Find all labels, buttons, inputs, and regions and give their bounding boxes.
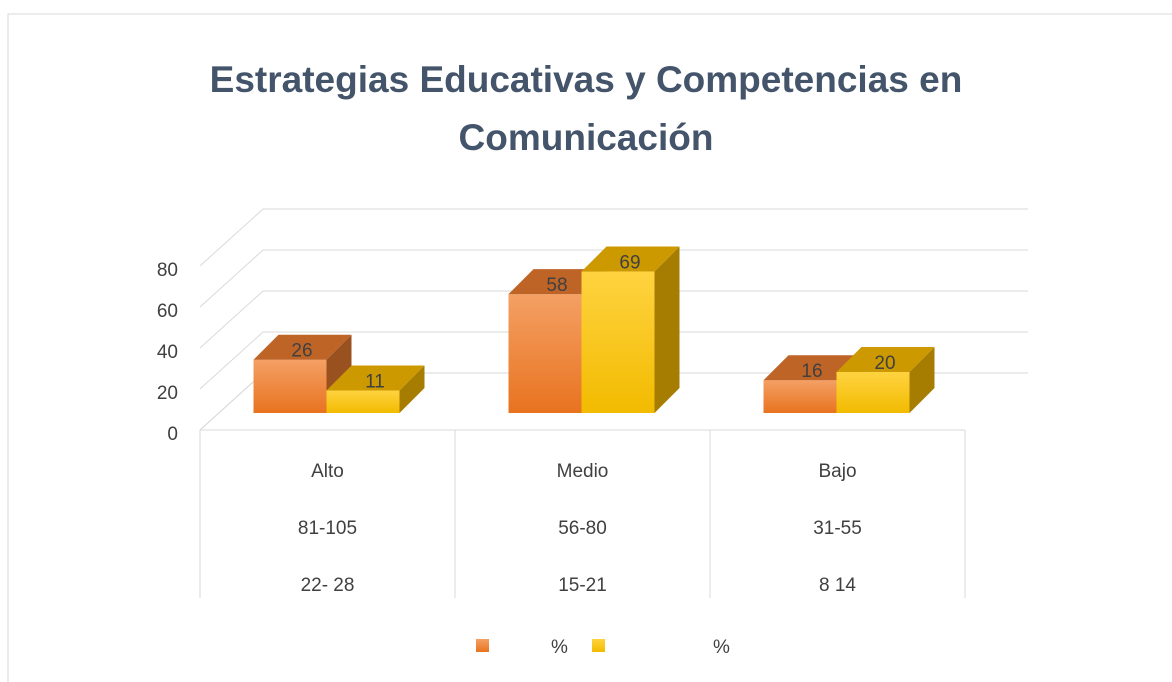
x-tick-label: 56-80 [558, 518, 607, 539]
data-label: 16 [801, 361, 822, 382]
bar-top [326, 365, 425, 391]
data-label: 11 [365, 371, 385, 392]
bar [581, 246, 680, 413]
bar-front [253, 359, 327, 413]
data-label: 26 [291, 341, 312, 362]
y-tick-label: 0 [167, 424, 178, 445]
y-tick-label: 60 [157, 301, 178, 322]
data-label: 20 [874, 353, 895, 374]
bar-top [836, 347, 935, 372]
x-tick-label: Alto [311, 461, 344, 482]
x-tick-label: Bajo [818, 461, 856, 482]
bar-front [581, 271, 655, 413]
x-tick-label: 8 14 [819, 575, 856, 596]
x-tick-label: 15-21 [558, 575, 607, 596]
bar-front [836, 372, 910, 413]
grid-line [199, 290, 1028, 349]
grid-line [199, 208, 1028, 267]
x-tick-label: 81-105 [298, 518, 357, 539]
bar-top [253, 334, 352, 360]
data-label: 69 [619, 253, 640, 274]
chart-border [7, 13, 1172, 682]
legend-swatch [476, 639, 489, 652]
bar-side [399, 365, 425, 413]
legend-label: % [713, 637, 730, 658]
data-label: 58 [546, 275, 567, 296]
chart-title: Estrategias Educativas y Competencias en [210, 59, 963, 100]
y-tick-label: 20 [157, 383, 178, 404]
y-tick-label: 40 [157, 342, 178, 363]
bar-front [326, 390, 400, 413]
x-tick-label: 31-55 [813, 518, 862, 539]
y-tick-label: 80 [157, 260, 178, 281]
legend-label: % [551, 637, 568, 658]
legend-swatch [592, 639, 605, 652]
chart-title: Comunicación [459, 117, 714, 158]
bar-side [654, 246, 680, 413]
bar [836, 347, 935, 413]
bar-side [909, 347, 935, 413]
bar-front [508, 294, 582, 413]
x-tick-label: Medio [557, 461, 609, 482]
grid-line [199, 249, 1028, 308]
bar-front [763, 380, 837, 413]
bar-top [581, 246, 680, 272]
x-tick-label: 22- 28 [301, 575, 355, 596]
grid-line [199, 331, 1028, 390]
bar [326, 365, 425, 413]
